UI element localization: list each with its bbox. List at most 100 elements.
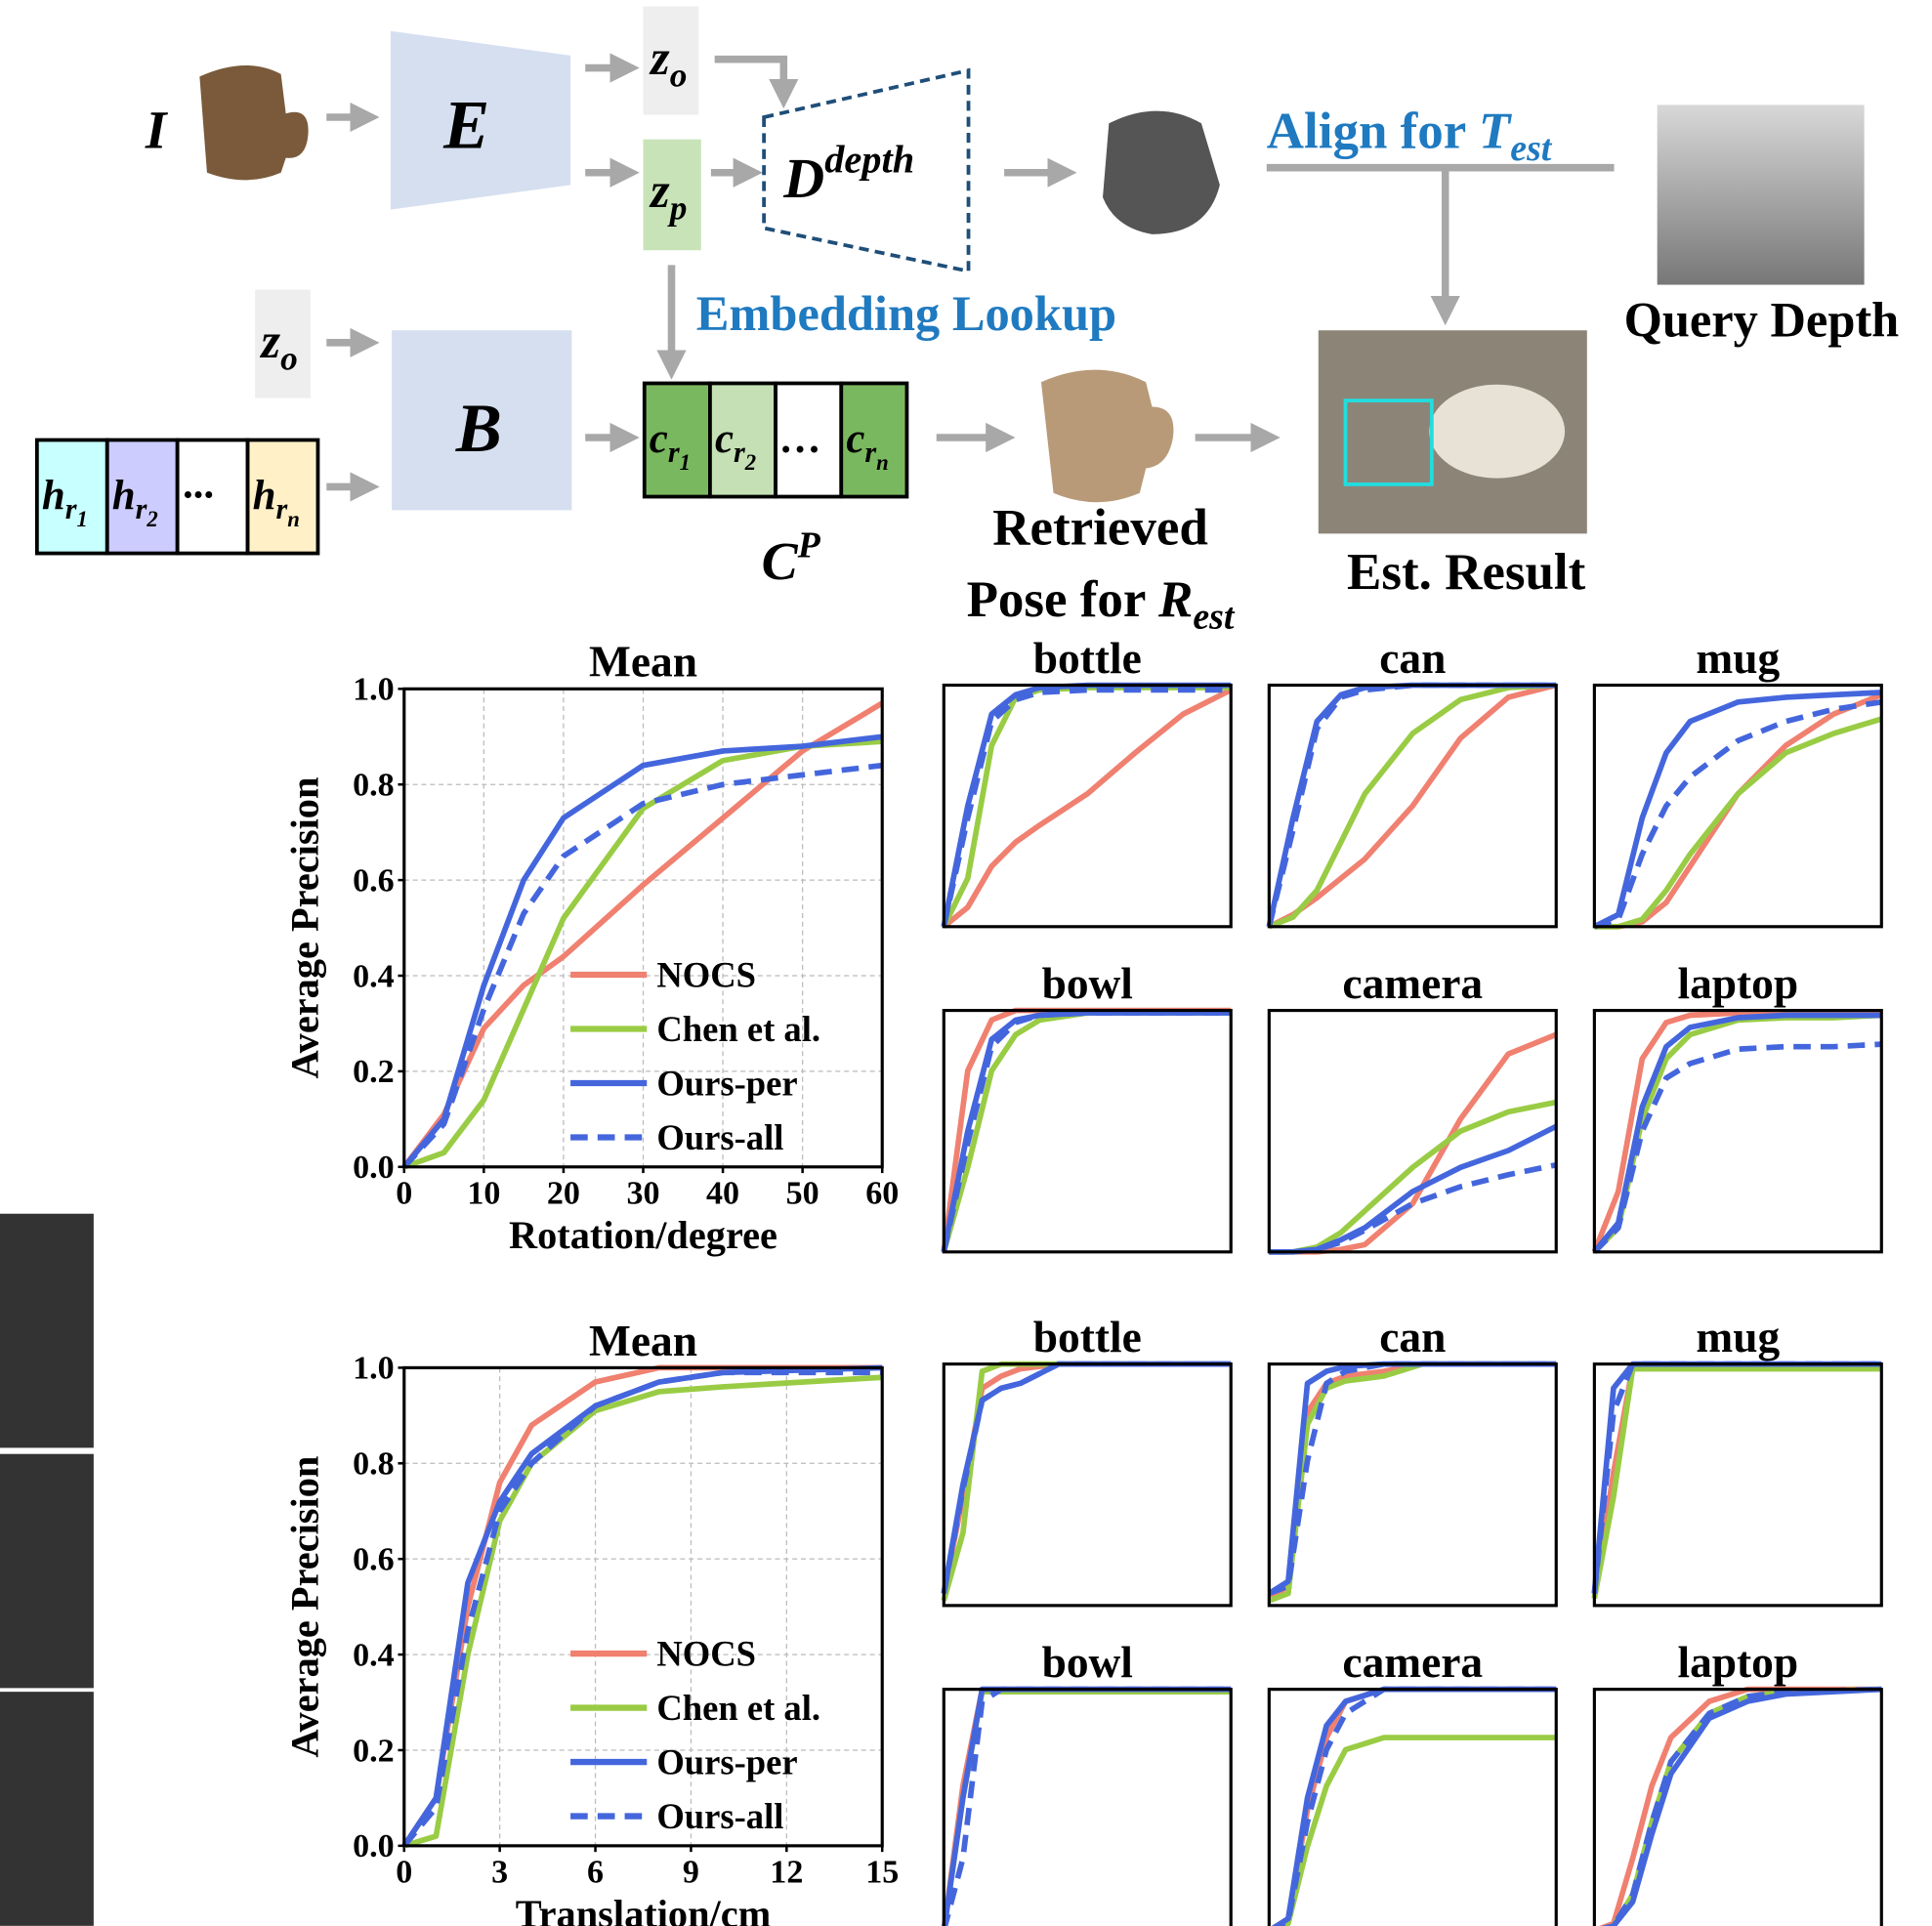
y-axis-label: Average Precision [282, 777, 326, 1079]
series-line [1594, 1366, 1881, 1598]
z-sub: o [670, 56, 688, 94]
chart: laptop [1594, 1638, 1881, 1926]
legend-label: Ours-per [656, 1064, 797, 1104]
z-base: z [649, 30, 670, 85]
y-tick-label: 0.6 [353, 1542, 395, 1578]
x-tick-label: 40 [706, 1176, 739, 1212]
cell-subsub: n [876, 450, 889, 475]
series-line [1594, 719, 1881, 927]
cell-subsub: 1 [77, 507, 88, 531]
photo [0, 1214, 94, 1448]
y-tick-label: 0.4 [353, 1637, 395, 1673]
x-tick-label: 6 [587, 1855, 604, 1891]
z-sub: p [667, 189, 688, 228]
series-line [404, 1372, 882, 1846]
cell-subsub: 1 [680, 450, 691, 475]
x-tick-label: 50 [786, 1176, 819, 1212]
cell-base: h [112, 473, 136, 519]
c-base: C [762, 532, 799, 592]
x-tick-label: 60 [865, 1176, 899, 1212]
series-line [1269, 1738, 1556, 1926]
x-tick-label: 12 [770, 1855, 803, 1891]
chart-title: mug [1696, 1313, 1780, 1361]
plot-frame [1594, 686, 1881, 927]
chart: mug [1594, 634, 1881, 927]
diagram: I E zo zp Ddepth Embedding Lookup Align [37, 6, 1899, 637]
series-line [1594, 1015, 1881, 1251]
legend-label: Chen et al. [656, 1688, 820, 1728]
series-line [1269, 1165, 1556, 1252]
chart-title: bottle [1033, 1313, 1142, 1361]
chart-title: camera [1342, 1638, 1483, 1687]
chart-title: can [1379, 634, 1446, 683]
chart-title: bowl [1042, 959, 1133, 1008]
align-sub: est [1510, 128, 1553, 169]
series-line [1594, 1369, 1881, 1599]
cell-base: h [253, 473, 276, 519]
series-line [1594, 692, 1881, 927]
series-line [1594, 702, 1881, 927]
series-line [1269, 686, 1556, 927]
query-depth-label: Query Depth [1624, 293, 1900, 348]
d-sup: depth [824, 138, 914, 182]
y-tick-label: 0.4 [353, 958, 395, 994]
x-axis-label: Rotation/degree [509, 1213, 777, 1257]
y-tick-label: 1.0 [353, 1351, 395, 1387]
cell-sub: r [864, 436, 876, 469]
est-result-label: Est. Result [1347, 544, 1586, 601]
decoder-label: Ddepth [782, 138, 914, 210]
retrieved-var: R [1157, 571, 1193, 628]
x-axis-label: Translation/cm [516, 1892, 772, 1926]
est-bowl [1429, 385, 1565, 479]
codebook-label: CP [762, 524, 821, 592]
cell-subsub: 2 [146, 507, 157, 531]
series-line [944, 1690, 1231, 1926]
charts: 0.00.20.40.60.81.00102030405060MeanRotat… [282, 634, 1881, 1926]
y-tick-label: 0.8 [353, 1446, 395, 1483]
chart: can [1269, 1313, 1556, 1606]
chart: bowl [944, 959, 1231, 1252]
cell-subsub: n [287, 507, 300, 531]
y-tick-label: 0.0 [353, 1150, 395, 1186]
depth-render [1103, 111, 1220, 234]
series-line [1269, 1690, 1556, 1926]
left-photos [0, 1214, 94, 1926]
x-tick-label: 0 [396, 1855, 412, 1891]
retrieved-mug [1041, 370, 1173, 503]
cell-sub: r [65, 492, 77, 525]
plot-frame [1594, 1364, 1881, 1606]
x-tick-label: 10 [467, 1176, 500, 1212]
series-line [944, 686, 1231, 927]
series-line [1594, 1364, 1881, 1594]
x-tick-label: 0 [396, 1176, 412, 1212]
embedding-lookup: Embedding Lookup [696, 286, 1116, 341]
chart-title: laptop [1677, 959, 1798, 1008]
chart-title: camera [1342, 959, 1483, 1008]
series-line [1269, 1364, 1556, 1594]
retrieved-sub: est [1193, 597, 1236, 638]
chart-title: Mean [589, 1317, 697, 1365]
legend-label: Chen et al. [656, 1009, 820, 1049]
cell-base: c [715, 416, 734, 462]
y-tick-label: 1.0 [353, 672, 395, 708]
y-tick-label: 0.2 [353, 1054, 395, 1090]
chart-title: bowl [1042, 1638, 1133, 1687]
cell-label: … [780, 416, 822, 462]
z-base: z [649, 163, 670, 218]
chart-title: Mean [589, 638, 697, 687]
legend-label: Ours-all [656, 1796, 783, 1836]
align-text: Align for [1267, 104, 1467, 160]
z-base: z [259, 314, 280, 368]
series-line [1269, 1126, 1556, 1252]
x-tick-label: 9 [683, 1855, 699, 1891]
cell-sub: r [668, 436, 680, 469]
legend-label: NOCS [656, 1634, 756, 1674]
d-base: D [782, 147, 824, 210]
series-line [404, 1377, 882, 1846]
y-tick-label: 0.0 [353, 1828, 395, 1864]
series-line [1269, 1364, 1556, 1594]
cell-sub: r [136, 492, 147, 525]
series-line [944, 1690, 1231, 1926]
